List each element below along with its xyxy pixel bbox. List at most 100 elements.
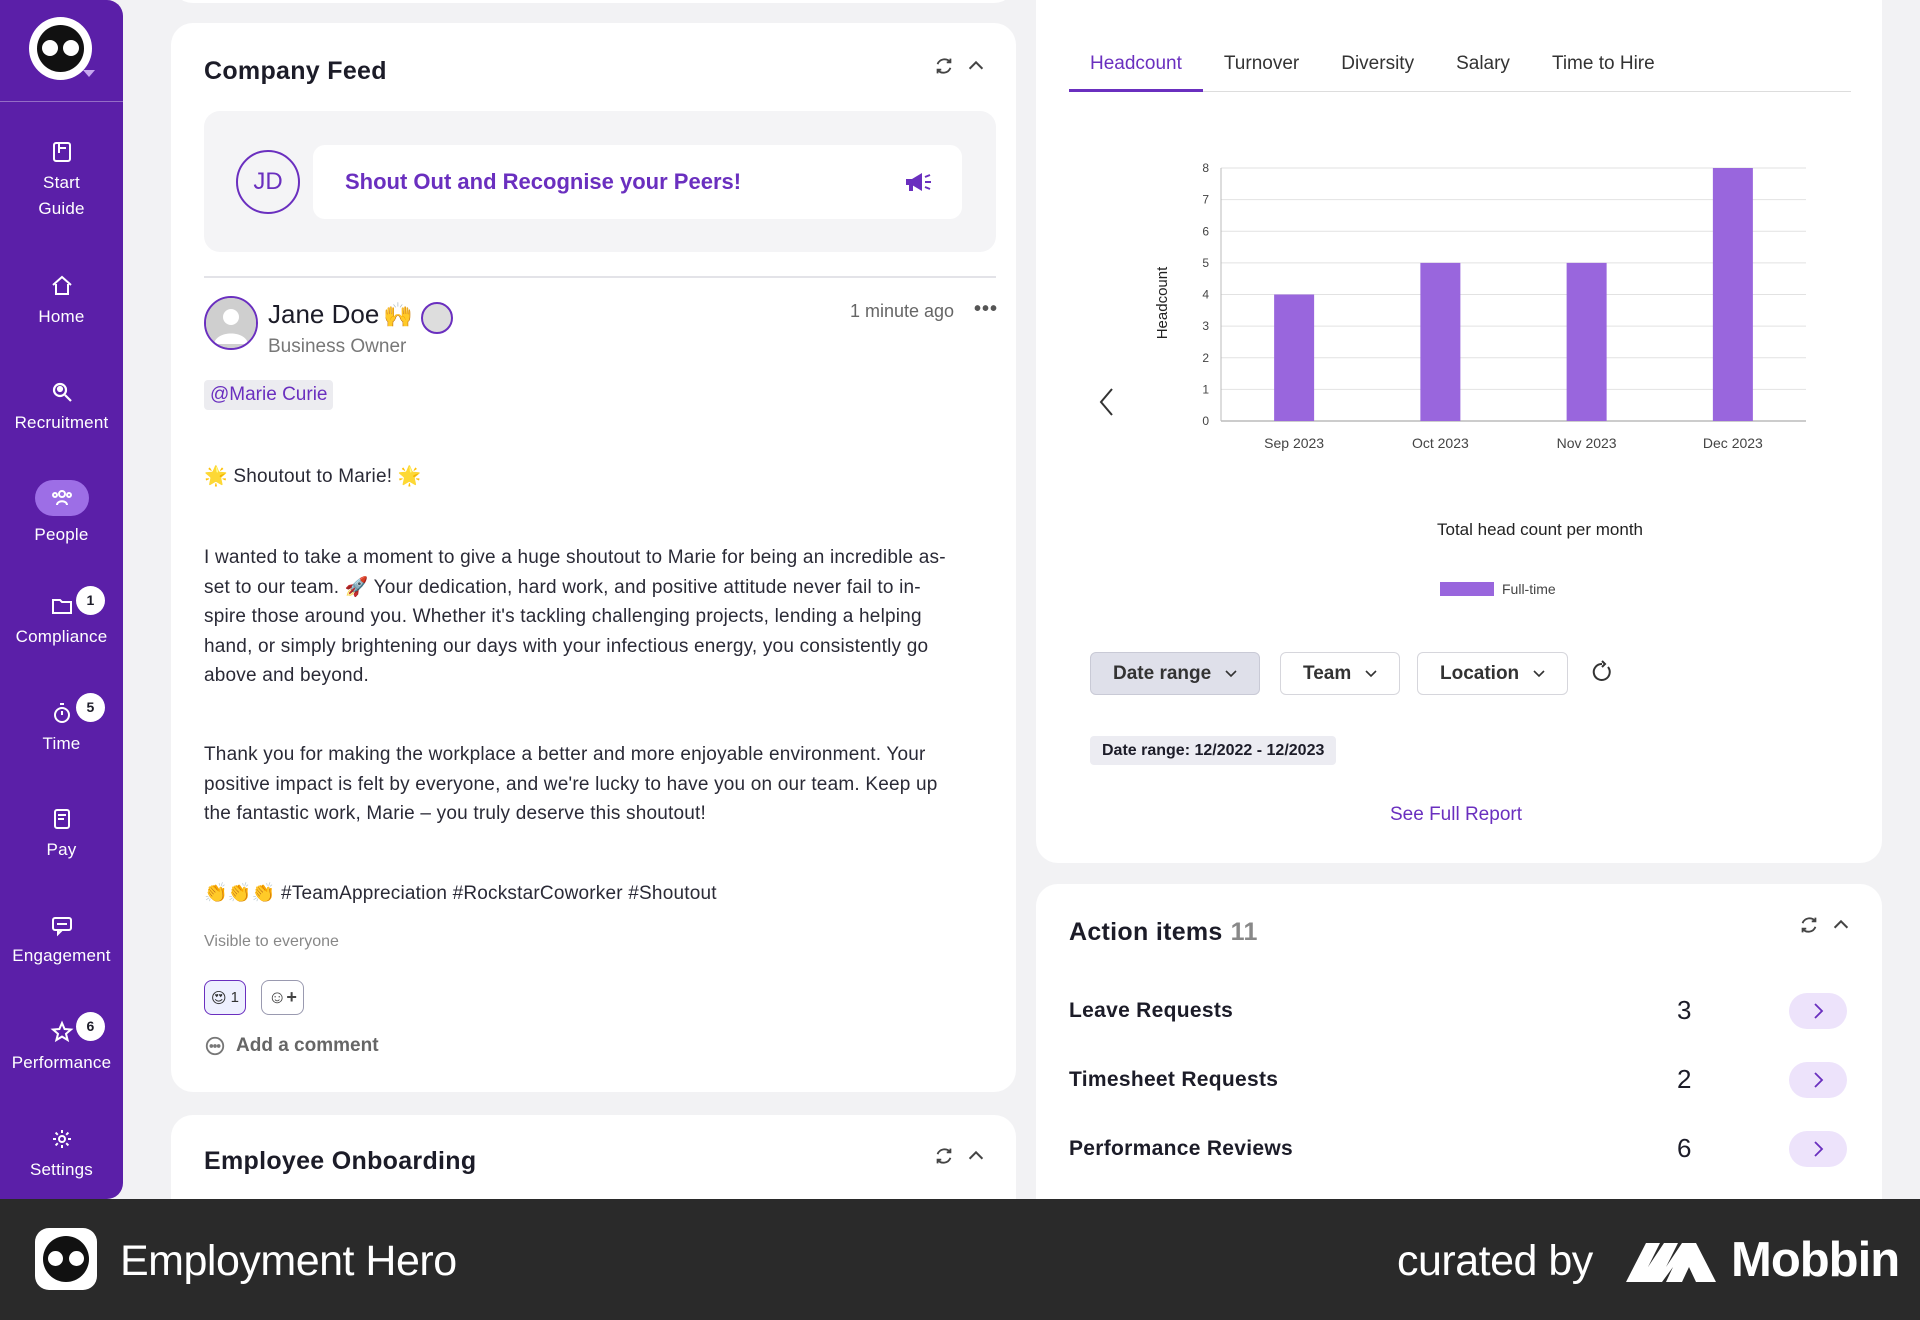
more-options-icon[interactable]: ••• [974, 298, 999, 320]
action-item-count: 6 [1677, 1133, 1692, 1163]
y-tick-label: 3 [1202, 319, 1209, 333]
sidebar-item-engagement[interactable]: Engagement [0, 913, 123, 969]
post-timestamp: 1 minute ago [850, 301, 955, 321]
action-item-label: Performance Reviews [1069, 1137, 1293, 1160]
sidebar: Start Guide Home Recruitment People 1 Co… [0, 0, 123, 1199]
raised-hands-emoji: 🙌 [383, 302, 413, 329]
chevron-down-icon[interactable] [83, 70, 95, 77]
date-range-filter[interactable]: Date range [1090, 652, 1261, 695]
shoutout-composer: JD Shout Out and Recognise your Peers! [204, 111, 996, 252]
recipient-avatar[interactable] [421, 302, 453, 334]
date-range-chip[interactable]: Date range: 12/2022 - 12/2023 [1090, 736, 1337, 765]
card-title: Employee Onboarding [204, 1147, 477, 1175]
action-item-row[interactable]: Timesheet Requests 2 [1069, 1060, 1849, 1100]
sidebar-item-compliance[interactable]: 1 Compliance [0, 586, 123, 650]
post-heading: 🌟 Shoutout to Marie! 🌟 [204, 466, 422, 487]
payslip-icon [50, 807, 74, 831]
y-axis-label: Headcount [1154, 266, 1171, 339]
chevron-up-icon[interactable] [965, 55, 987, 82]
sidebar-item-time[interactable]: 5 Time [0, 693, 123, 757]
stopwatch-icon [50, 701, 74, 725]
previous-card-bottom [171, 0, 1016, 3]
reset-filters-icon[interactable] [1590, 660, 1614, 689]
post-line: hand, or simply brightening our days wit… [204, 635, 929, 657]
location-filter[interactable]: Location [1417, 652, 1569, 695]
refresh-icon[interactable] [1798, 914, 1820, 941]
headcount-bar-chart: 0 1 2 3 4 5 6 7 8 Sep 2023 Oct 2023 Nov 2023 Dec 20… [1154, 161, 1806, 597]
star-icon [50, 1020, 74, 1044]
chevron-right-button[interactable] [1789, 1062, 1847, 1098]
reaction-count: 1 [230, 989, 239, 1006]
user-icon [206, 298, 256, 348]
filter-label: Date range [1113, 662, 1212, 684]
x-tick-label: Nov 2023 [1557, 435, 1617, 451]
people-icon [34, 480, 89, 516]
reaction-button[interactable]: 😍 1 [204, 980, 246, 1015]
visibility-label: Visible to everyone [204, 933, 339, 950]
add-comment-button[interactable]: Add a comment [204, 1035, 379, 1057]
footer-brand-name: Employment Hero [120, 1237, 457, 1285]
y-tick-label: 6 [1202, 224, 1209, 238]
post-line: set to our team. 🚀 Your dedication, hard… [204, 576, 921, 598]
folder-icon [50, 594, 74, 618]
author-name[interactable]: Jane Doe [268, 299, 380, 329]
sidebar-item-pay[interactable]: Pay [0, 807, 123, 863]
chart-bar[interactable] [1420, 262, 1461, 421]
chevron-right-button[interactable] [1789, 1131, 1847, 1167]
team-filter[interactable]: Team [1280, 652, 1401, 695]
chevron-right-icon [1814, 1003, 1824, 1019]
report-tabs: Headcount Turnover Diversity Salary Time… [1069, 44, 1851, 92]
y-tick-label: 1 [1202, 382, 1209, 396]
author-avatar[interactable] [204, 296, 258, 350]
add-reaction-button[interactable]: ☺+ [261, 980, 304, 1015]
chevron-left-icon[interactable] [1096, 385, 1118, 424]
chevron-up-icon[interactable] [965, 1145, 987, 1172]
avatar[interactable]: JD [236, 150, 300, 214]
sidebar-item-recruitment[interactable]: Recruitment [0, 380, 123, 436]
see-full-report-link[interactable]: See Full Report [1389, 804, 1522, 825]
sidebar-item-start-guide[interactable]: Start Guide [0, 140, 123, 222]
action-item-row[interactable]: Performance Reviews 6 [1069, 1129, 1849, 1169]
employment-hero-logo[interactable] [29, 17, 92, 80]
chevron-right-icon [1814, 1072, 1824, 1088]
sidebar-item-people[interactable]: People [0, 480, 123, 548]
y-tick-label: 2 [1202, 351, 1209, 365]
chart-bars [1274, 168, 1753, 421]
sidebar-item-performance[interactable]: 6 Performance [0, 1012, 123, 1076]
action-item-label: Leave Requests [1069, 999, 1234, 1022]
sidebar-item-label: Recruitment [14, 413, 109, 432]
tab-turnover[interactable]: Turnover [1223, 53, 1300, 74]
chart-grid [1220, 167, 1806, 422]
sidebar-item-label: Start [43, 173, 80, 192]
action-items-title: Action items [1069, 918, 1223, 946]
sidebar-item-settings[interactable]: Settings [0, 1127, 123, 1183]
chart-y-ticks: 0 1 2 3 4 5 6 7 8 [1202, 161, 1209, 428]
post-paragraph: I wanted to take a moment to give a huge… [204, 543, 1004, 691]
sidebar-item-label: Compliance [15, 627, 108, 646]
notification-badge: 5 [76, 693, 105, 722]
chevron-right-button[interactable] [1789, 993, 1847, 1029]
tab-diversity[interactable]: Diversity [1341, 53, 1415, 74]
chart-bar[interactable] [1274, 294, 1315, 422]
chart-bar[interactable] [1566, 262, 1607, 421]
refresh-icon[interactable] [933, 1145, 955, 1172]
tab-salary[interactable]: Salary [1456, 53, 1510, 74]
refresh-icon[interactable] [933, 55, 955, 82]
chart-bar[interactable] [1712, 168, 1753, 421]
post-line: Thank you for making the workplace a bet… [204, 744, 926, 765]
action-item-row[interactable]: Leave Requests 3 [1069, 991, 1849, 1031]
sidebar-item-label: Pay [46, 840, 77, 859]
tab-headcount[interactable]: Headcount [1069, 44, 1203, 92]
sidebar-item-home[interactable]: Home [0, 274, 123, 330]
employment-hero-logo [35, 1228, 97, 1290]
mention-tag[interactable]: @Marie Curie [204, 380, 334, 410]
tab-time-to-hire[interactable]: Time to Hire [1551, 53, 1655, 74]
card-title: Action items 11 [1069, 918, 1258, 947]
shoutout-button[interactable]: Shout Out and Recognise your Peers! [313, 145, 962, 219]
post-line: above and beyond. [204, 665, 370, 686]
add-reaction-icon: ☺+ [268, 987, 297, 1007]
action-items-card: Action items 11 Leave Requests 3 Timeshee… [1036, 884, 1882, 1234]
chevron-up-icon[interactable] [1830, 914, 1852, 941]
y-tick-label: 7 [1202, 193, 1209, 207]
notification-badge: 1 [76, 586, 105, 615]
